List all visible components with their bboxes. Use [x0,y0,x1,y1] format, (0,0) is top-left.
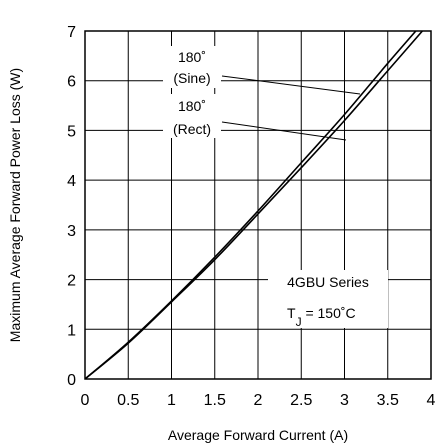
series-line-rect [85,31,417,379]
y-tick-label: 5 [67,123,76,140]
tj-value: = 150˚C [302,305,356,321]
tj-label: TJ = 150˚C [287,305,356,329]
rect-leader-line [221,121,347,141]
y-tick-label: 3 [67,223,76,240]
rect-label: (Rect) [173,121,211,137]
x-tick-label: 1 [167,392,176,409]
rect-degree-label: 180˚ [178,98,206,114]
x-tick-label: 4 [427,392,436,409]
tj-prefix: T [287,305,296,321]
x-tick-label: 0 [81,392,90,409]
x-tick-label: 3.5 [377,392,399,409]
series-lines [85,31,424,379]
tj-subscript: J [296,315,302,329]
sine-label-bg [163,46,221,88]
x-tick-label: 0.5 [117,392,139,409]
x-tick-label: 3 [340,392,349,409]
y-axis-label: Maximum Average Forward Power Loss (W) [7,68,23,342]
y-tick-label: 7 [67,24,76,41]
sine-label: (Sine) [173,70,210,86]
y-tick-label: 6 [67,74,76,91]
rect-label-bg [163,94,221,138]
conditions-box-bg [268,270,388,328]
x-axis-label: Average Forward Current (A) [168,427,348,443]
x-tick-label: 2 [254,392,263,409]
x-tick-label: 2.5 [290,392,312,409]
series-name-label: 4GBU Series [287,274,369,290]
x-tick-label: 1.5 [204,392,226,409]
sine-degree-label: 180˚ [178,49,206,65]
sine-leader-line [221,75,361,95]
y-tick-label: 0 [67,372,76,389]
x-tick-labels: 0 0.5 1 1.5 2 2.5 3 3.5 4 [81,392,436,409]
y-tick-label: 4 [67,173,76,190]
y-tick-label: 2 [67,273,76,290]
y-tick-labels: 0 1 2 3 4 5 6 7 [67,24,76,389]
plot-frame [84,30,432,380]
y-tick-label: 1 [67,322,76,339]
